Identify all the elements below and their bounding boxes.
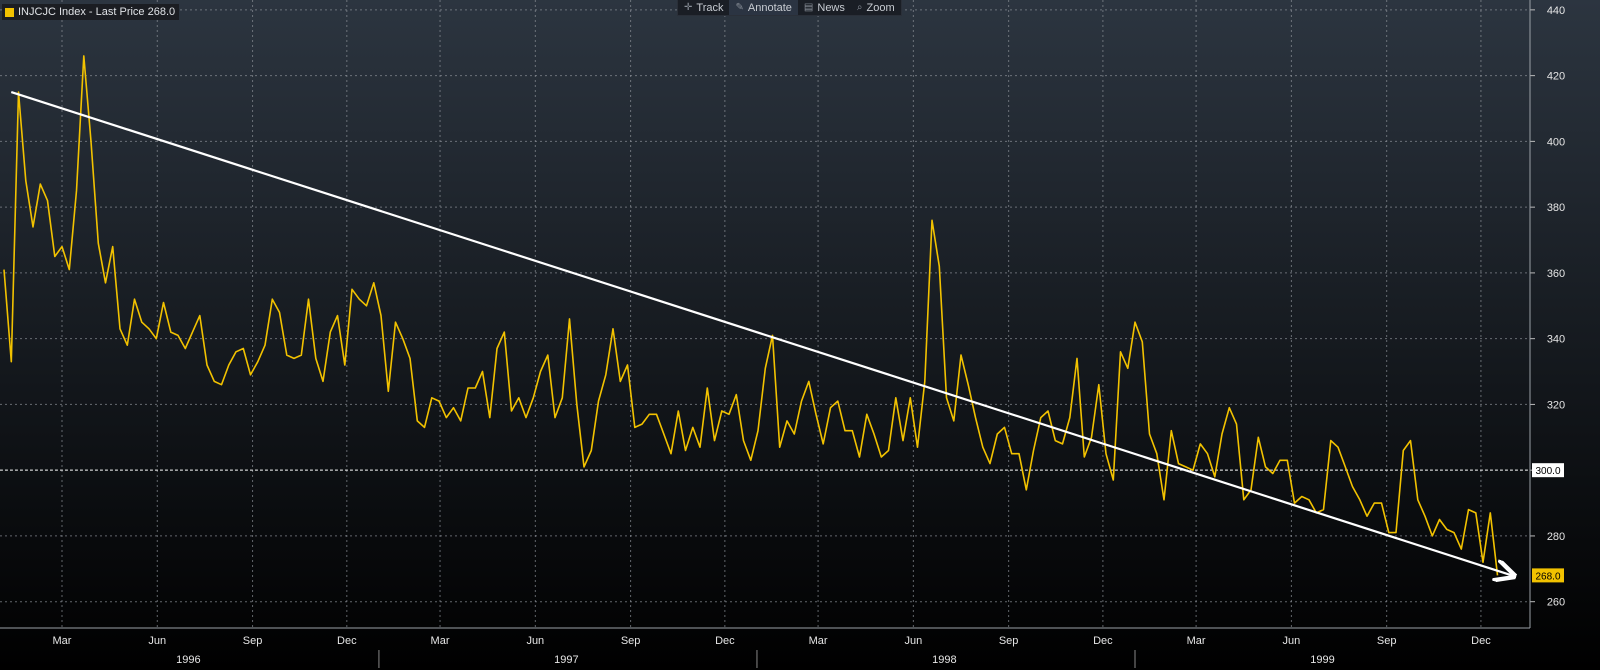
last-price-badge (1532, 568, 1564, 583)
annotate-button[interactable]: ✎ Annotate (729, 0, 798, 15)
x-month-label: Sep (621, 635, 641, 647)
y-tick-label: 420 (1547, 71, 1565, 83)
x-month-label: Jun (1283, 635, 1301, 647)
y-tick-label: 320 (1547, 399, 1565, 411)
x-month-label: Dec (1471, 635, 1491, 647)
x-month-label: Dec (715, 635, 735, 647)
last-price-label: 268.0 (1535, 571, 1560, 582)
y-tick-label: 380 (1547, 202, 1565, 214)
x-year-label: 1997 (554, 654, 578, 666)
legend-text: INJCJC Index - Last Price 268.0 (18, 6, 176, 18)
x-year-label: 1999 (1310, 654, 1334, 666)
x-year-label: 1996 (176, 654, 200, 666)
zoom-label: Zoom (866, 1, 895, 14)
x-month-label: Sep (999, 635, 1019, 647)
y-tick-label: 260 (1547, 597, 1565, 609)
x-month-label: Mar (53, 635, 72, 647)
legend-swatch (5, 7, 14, 17)
marked-value-badge (1532, 463, 1564, 478)
chart-toolbar: ✛ Track ✎ Annotate ▤ News ⌕ Zoom (677, 0, 902, 16)
news-icon: ▤ (803, 2, 814, 13)
x-month-label: Mar (809, 635, 828, 647)
news-button[interactable]: ▤ News (798, 0, 851, 15)
pencil-icon: ✎ (735, 2, 744, 13)
y-tick-label: 440 (1547, 5, 1565, 17)
y-tick-label: 400 (1547, 136, 1565, 148)
magnifier-icon: ⌕ (856, 2, 863, 13)
x-month-label: Jun (148, 635, 166, 647)
annotate-label: Annotate (747, 1, 792, 14)
legend[interactable]: INJCJC Index - Last Price 268.0 (2, 4, 180, 20)
crosshair-icon: ✛ (684, 2, 693, 13)
x-month-label: Dec (337, 635, 357, 647)
x-month-label: Jun (526, 635, 544, 647)
series-line[interactable] (3, 55, 1499, 576)
track-label: Track (696, 1, 724, 14)
x-month-label: Dec (1093, 635, 1113, 647)
x-month-label: Jun (904, 635, 922, 647)
x-month-label: Mar (1187, 635, 1206, 647)
y-tick-label: 280 (1547, 531, 1565, 543)
x-month-label: Mar (431, 635, 450, 647)
x-month-label: Sep (243, 635, 263, 647)
y-tick-label: 340 (1547, 334, 1565, 346)
trendline-arrow[interactable] (10, 91, 1512, 575)
x-month-label: Sep (1377, 635, 1397, 647)
marked-value-label: 300.0 (1535, 466, 1560, 477)
y-tick-label: 360 (1547, 268, 1565, 280)
track-button[interactable]: ✛ Track (678, 0, 729, 15)
zoom-button[interactable]: ⌕ Zoom (851, 0, 901, 15)
news-label: News (817, 1, 845, 14)
x-year-label: 1998 (932, 654, 956, 666)
